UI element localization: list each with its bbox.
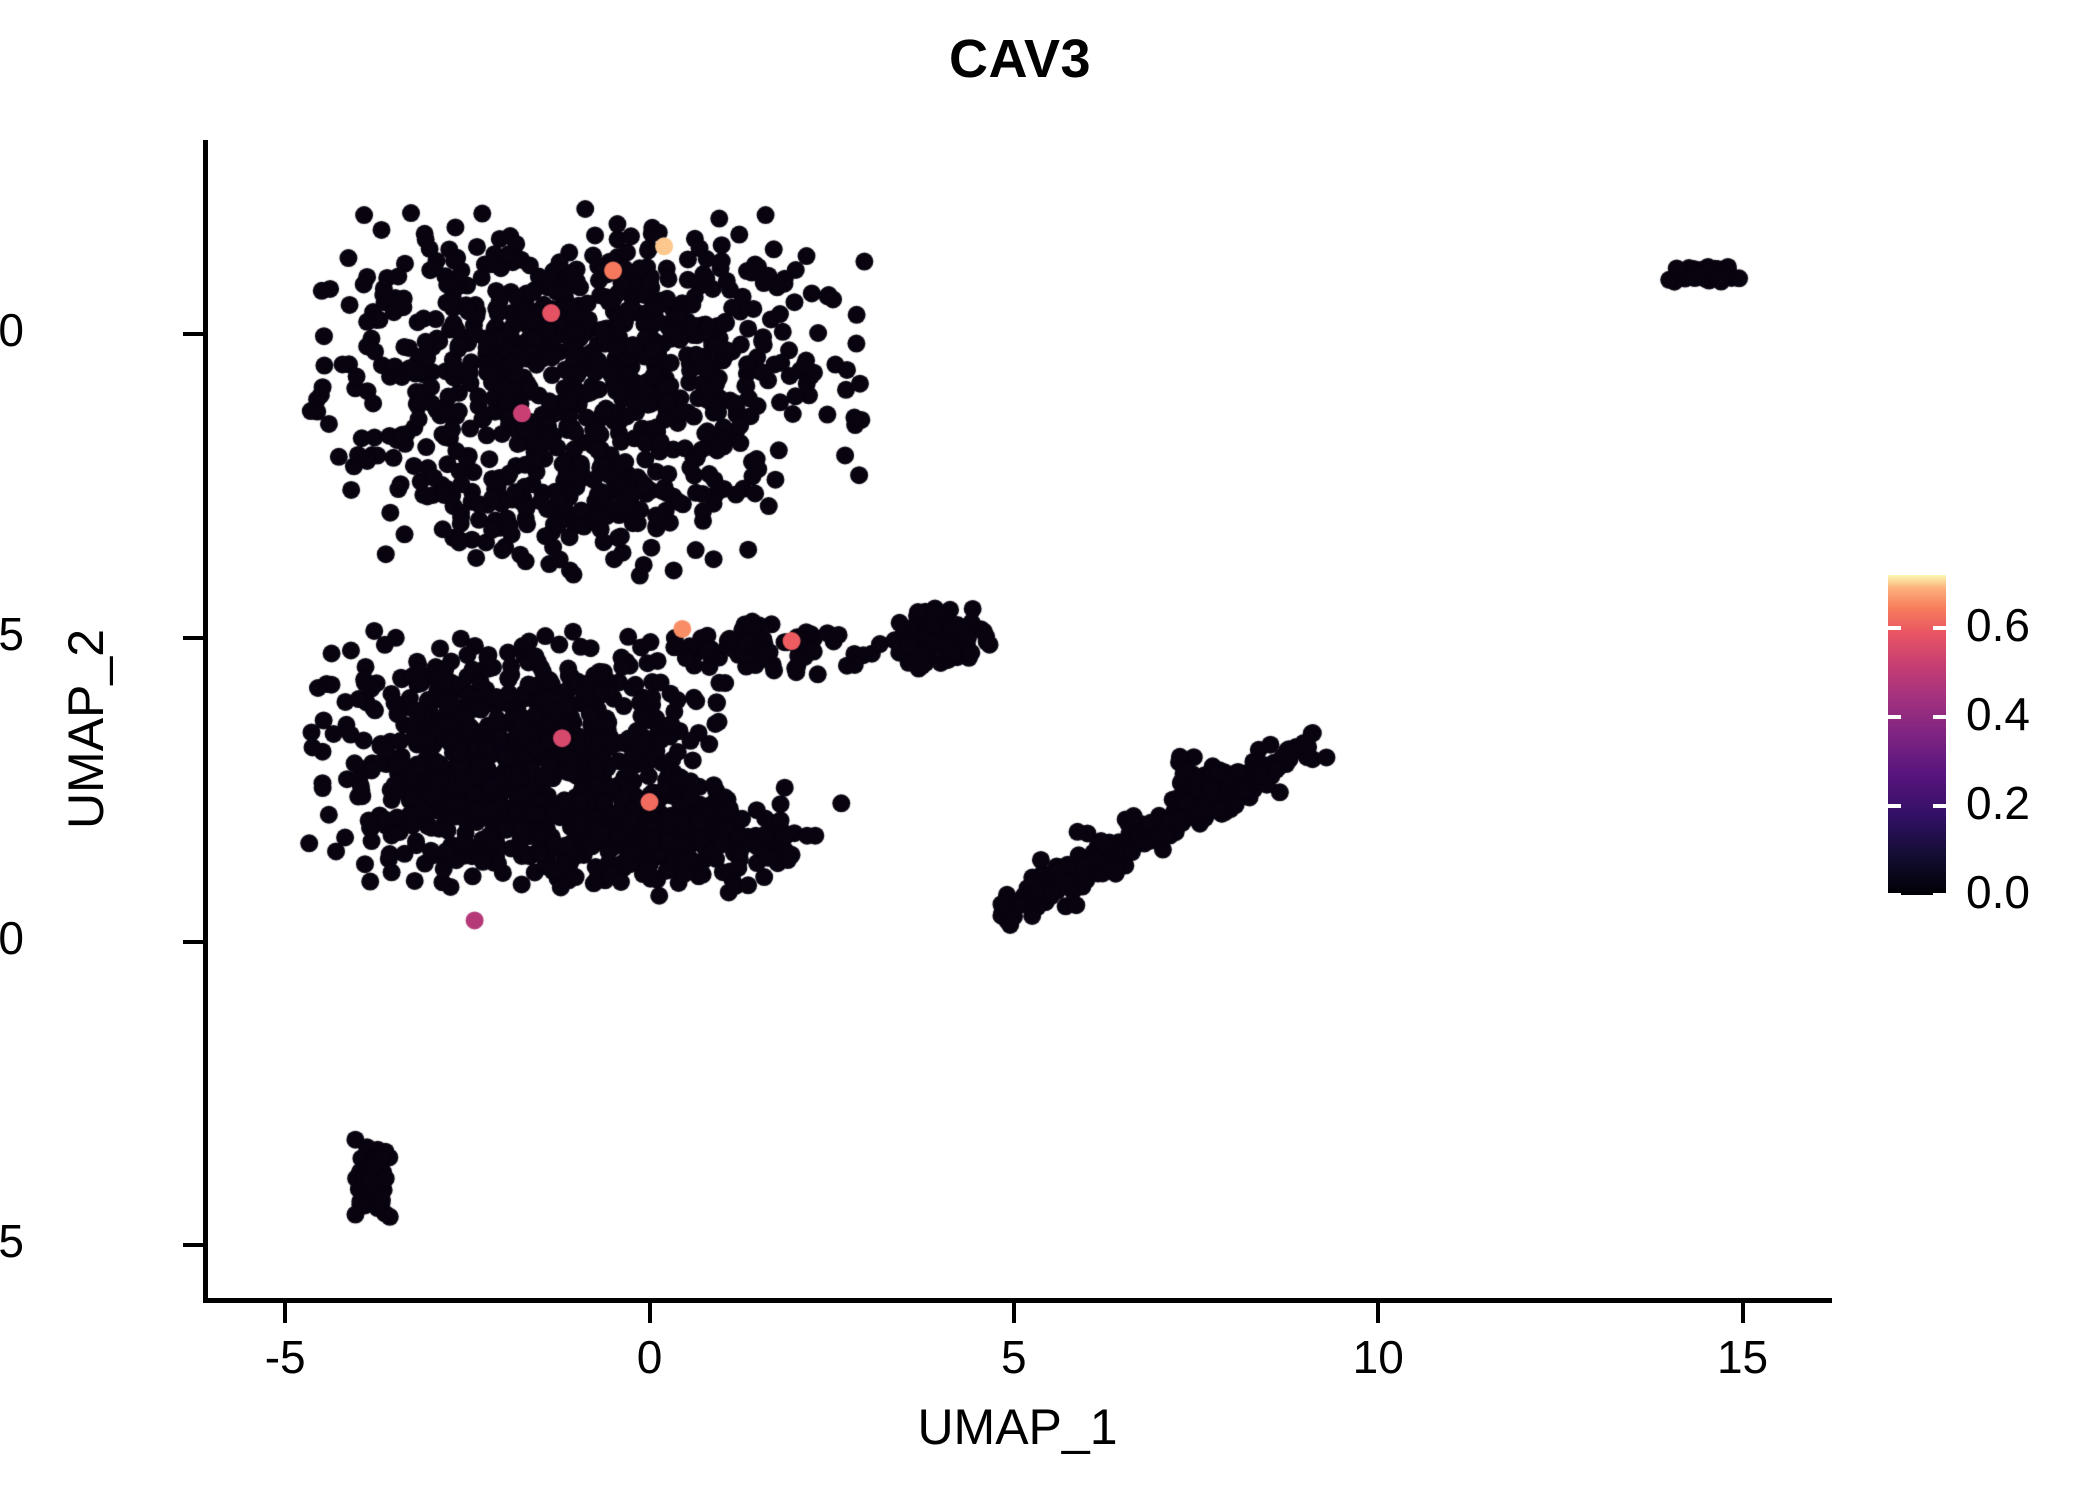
colorbar-tick-mark <box>1888 893 1901 897</box>
y-tick-mark <box>183 332 203 337</box>
colorbar-tick-label: 0.2 <box>1966 777 2030 830</box>
y-tick-label: 0 <box>0 911 24 964</box>
y-axis-label: UMAP_2 <box>58 628 114 830</box>
x-tick-mark <box>1376 1303 1381 1323</box>
x-axis-line <box>203 1298 1832 1303</box>
colorbar-tick-mark <box>1888 715 1901 720</box>
colorbar-tick-mark <box>1888 626 1901 631</box>
x-tick-mark <box>1011 1303 1016 1323</box>
x-tick-label: 15 <box>1716 1331 1769 1383</box>
y-axis-line <box>203 140 208 1303</box>
x-tick-label: 5 <box>1001 1331 1027 1383</box>
y-tick-mark <box>183 1243 203 1248</box>
y-tick-label: 10 <box>0 304 24 357</box>
colorbar-gradient <box>1888 575 1946 895</box>
colorbar-tick-label: 0.4 <box>1966 688 2030 741</box>
y-tick-label: 5 <box>0 608 24 660</box>
colorbar-tick-mark <box>1933 626 1946 631</box>
plot-panel <box>205 140 1830 1300</box>
x-tick-label: 0 <box>636 1331 663 1383</box>
y-tick-label: -5 <box>0 1215 24 1268</box>
colorbar-tick-label: 0.6 <box>1966 599 2030 652</box>
x-tick-label: 10 <box>1352 1331 1404 1383</box>
y-tick-mark <box>183 939 203 944</box>
colorbar-tick-mark <box>1933 893 1946 897</box>
x-axis-label: UMAP_1 <box>917 1399 1118 1455</box>
x-tick-label: -5 <box>264 1331 306 1383</box>
page-title: CAV3 <box>948 29 1092 89</box>
scatter-plot-canvas <box>205 140 1830 1300</box>
x-tick-mark <box>647 1303 652 1323</box>
y-tick-mark <box>183 636 203 640</box>
colorbar-tick-mark <box>1933 804 1946 809</box>
colorbar-tick-label: 0.0 <box>1966 866 2030 918</box>
colorbar-legend: 0.6 0.4 0.2 0.0 <box>1888 575 2088 918</box>
colorbar-tick-mark <box>1933 715 1946 720</box>
x-tick-mark <box>1740 1303 1745 1323</box>
colorbar-tick-mark <box>1888 804 1901 809</box>
x-tick-mark <box>283 1303 288 1323</box>
